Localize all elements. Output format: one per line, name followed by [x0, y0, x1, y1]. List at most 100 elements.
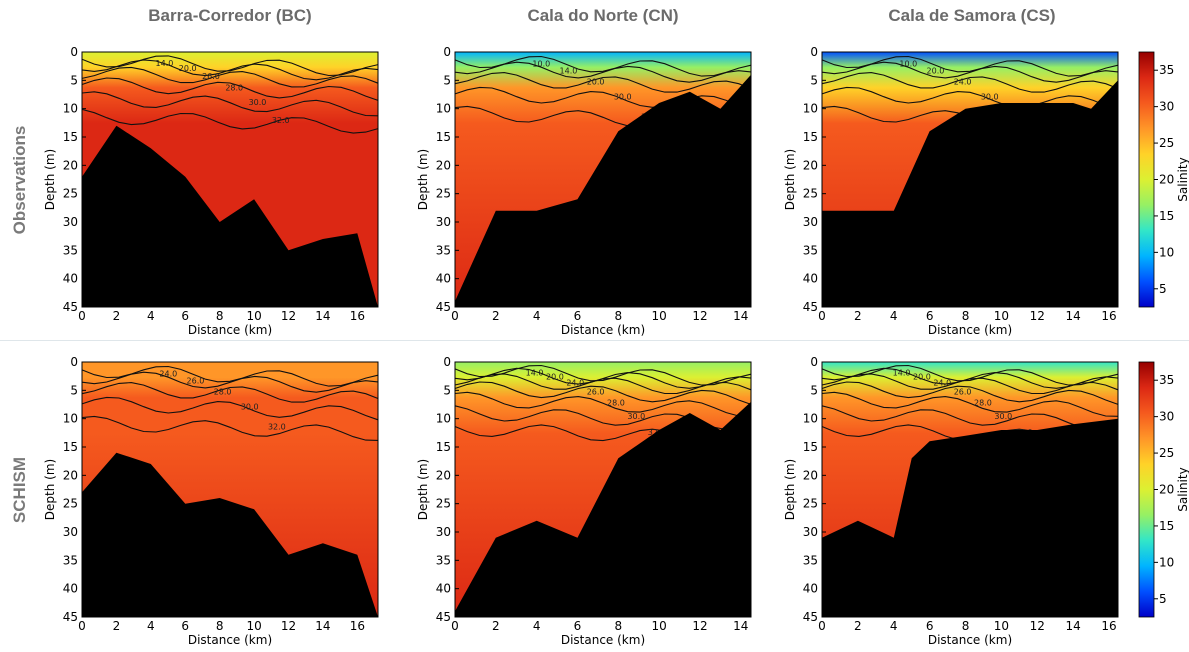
column-title-bc: Barra-Corredor (BC) [148, 6, 312, 25]
x-tick-label: 10 [651, 309, 666, 323]
x-tick-label: 8 [216, 309, 224, 323]
x-tick-label: 2 [492, 309, 500, 323]
x-tick-label: 16 [350, 309, 365, 323]
x-tick-label: 8 [614, 619, 622, 633]
y-tick-label: 30 [63, 215, 78, 229]
x-tick-label: 4 [147, 619, 155, 633]
contour-line [81, 415, 379, 441]
contour-label: 28.0 [607, 398, 625, 407]
x-tick-label: 2 [854, 309, 862, 323]
y-tick-label: 10 [63, 102, 78, 116]
contour-label: 24.0 [933, 379, 951, 388]
y-tick-label: 25 [436, 497, 451, 511]
plot-frame [81, 51, 379, 308]
contour-line [821, 86, 1119, 111]
contour-label: 14.0 [560, 66, 578, 75]
y-tick-label: 40 [803, 272, 818, 286]
contour-label: 20.0 [587, 77, 605, 86]
x-axis-label: Distance (km) [188, 633, 272, 647]
x-tick-label: 12 [281, 619, 296, 633]
y-tick-label: 45 [803, 300, 818, 314]
y-axis-label: Depth (m) [416, 149, 430, 210]
x-tick-label: 8 [962, 309, 970, 323]
x-tick-label: 6 [181, 619, 189, 633]
x-tick-label: 2 [113, 309, 121, 323]
y-tick-label: 40 [436, 582, 451, 596]
x-tick-label: 6 [574, 619, 582, 633]
colorbar-tick-label: 35 [1159, 63, 1174, 77]
contour-line [81, 59, 379, 81]
y-tick-label: 15 [436, 130, 451, 144]
row-separator [0, 340, 1189, 341]
y-tick-label: 25 [803, 187, 818, 201]
y-tick-label: 30 [436, 215, 451, 229]
plot-frame [454, 361, 752, 618]
contour-label: 20.0 [927, 66, 945, 75]
y-tick-label: 30 [63, 525, 78, 539]
x-tick-label: 8 [216, 619, 224, 633]
x-tick-label: 16 [1101, 309, 1116, 323]
y-tick-label: 30 [803, 525, 818, 539]
x-tick-label: 6 [181, 309, 189, 323]
contour-line [454, 72, 752, 93]
x-tick-label: 0 [818, 619, 826, 633]
y-tick-label: 30 [803, 215, 818, 229]
y-tick-label: 5 [810, 383, 818, 397]
contour-line [81, 382, 379, 403]
y-tick-label: 30 [436, 525, 451, 539]
y-tick-label: 40 [436, 272, 451, 286]
y-tick-label: 35 [63, 553, 78, 567]
y-tick-label: 10 [803, 412, 818, 426]
x-tick-label: 0 [818, 309, 826, 323]
y-axis-label: Depth (m) [783, 459, 797, 520]
x-tick-label: 10 [246, 619, 261, 633]
salinity-panel-2: 10.020.024.030.032.005101520253035404502… [783, 45, 1119, 337]
x-axis-label: Distance (km) [561, 323, 645, 337]
y-tick-label: 20 [803, 158, 818, 172]
colorbar-tick-label: 25 [1159, 446, 1174, 460]
y-tick-label: 15 [436, 440, 451, 454]
colorbar-0: 5 10 15 20 25 30 35 Salinity [1138, 51, 1189, 308]
y-tick-label: 25 [63, 187, 78, 201]
column-title-cs: Cala de Samora (CS) [888, 6, 1056, 25]
y-tick-label: 0 [810, 45, 818, 59]
y-tick-label: 15 [803, 130, 818, 144]
x-tick-label: 8 [614, 309, 622, 323]
y-tick-label: 20 [803, 468, 818, 482]
y-tick-label: 15 [63, 440, 78, 454]
contour-label: 30.0 [994, 412, 1012, 421]
colorbar-label: Salinity [1176, 467, 1189, 511]
contour-label: 24.0 [954, 77, 972, 86]
contour-label: 26.0 [954, 387, 972, 396]
x-tick-label: 0 [451, 619, 459, 633]
y-tick-label: 40 [63, 272, 78, 286]
y-tick-label: 10 [803, 102, 818, 116]
colorbar-tick-label: 25 [1159, 136, 1174, 150]
x-tick-label: 14 [1066, 619, 1081, 633]
y-tick-label: 5 [443, 73, 451, 87]
y-tick-label: 45 [63, 610, 78, 624]
y-axis-label: Depth (m) [783, 149, 797, 210]
x-axis-label: Distance (km) [928, 323, 1012, 337]
contour-line [81, 108, 379, 134]
y-tick-label: 40 [803, 582, 818, 596]
y-tick-label: 5 [70, 383, 78, 397]
colorbar-tick-label: 35 [1159, 373, 1174, 387]
seabed [455, 401, 751, 617]
x-tick-label: 12 [1030, 309, 1045, 323]
y-tick-label: 15 [63, 130, 78, 144]
y-tick-label: 35 [436, 243, 451, 257]
y-tick-label: 15 [803, 440, 818, 454]
colorbar-scale [1138, 361, 1155, 618]
x-tick-label: 6 [926, 309, 934, 323]
seabed [82, 452, 378, 617]
contour-label: 30.0 [249, 98, 267, 107]
contour-line [821, 72, 1119, 93]
y-tick-label: 5 [810, 73, 818, 87]
y-tick-label: 0 [70, 45, 78, 59]
x-tick-label: 14 [733, 309, 748, 323]
y-axis-label: Depth (m) [43, 149, 57, 210]
x-axis-label: Distance (km) [188, 323, 272, 337]
y-tick-label: 35 [436, 553, 451, 567]
x-tick-label: 12 [1030, 619, 1045, 633]
